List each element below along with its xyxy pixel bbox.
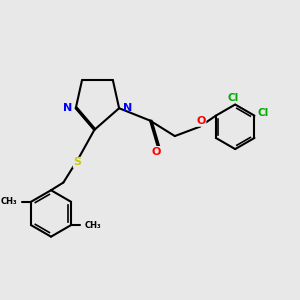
Text: N: N xyxy=(123,103,132,113)
Text: CH₃: CH₃ xyxy=(1,197,18,206)
Text: O: O xyxy=(196,116,206,126)
Text: CH₃: CH₃ xyxy=(84,220,101,230)
Text: N: N xyxy=(63,103,72,113)
Text: O: O xyxy=(152,146,161,157)
Text: Cl: Cl xyxy=(228,93,239,103)
Text: Cl: Cl xyxy=(257,108,269,118)
Text: S: S xyxy=(73,158,81,167)
